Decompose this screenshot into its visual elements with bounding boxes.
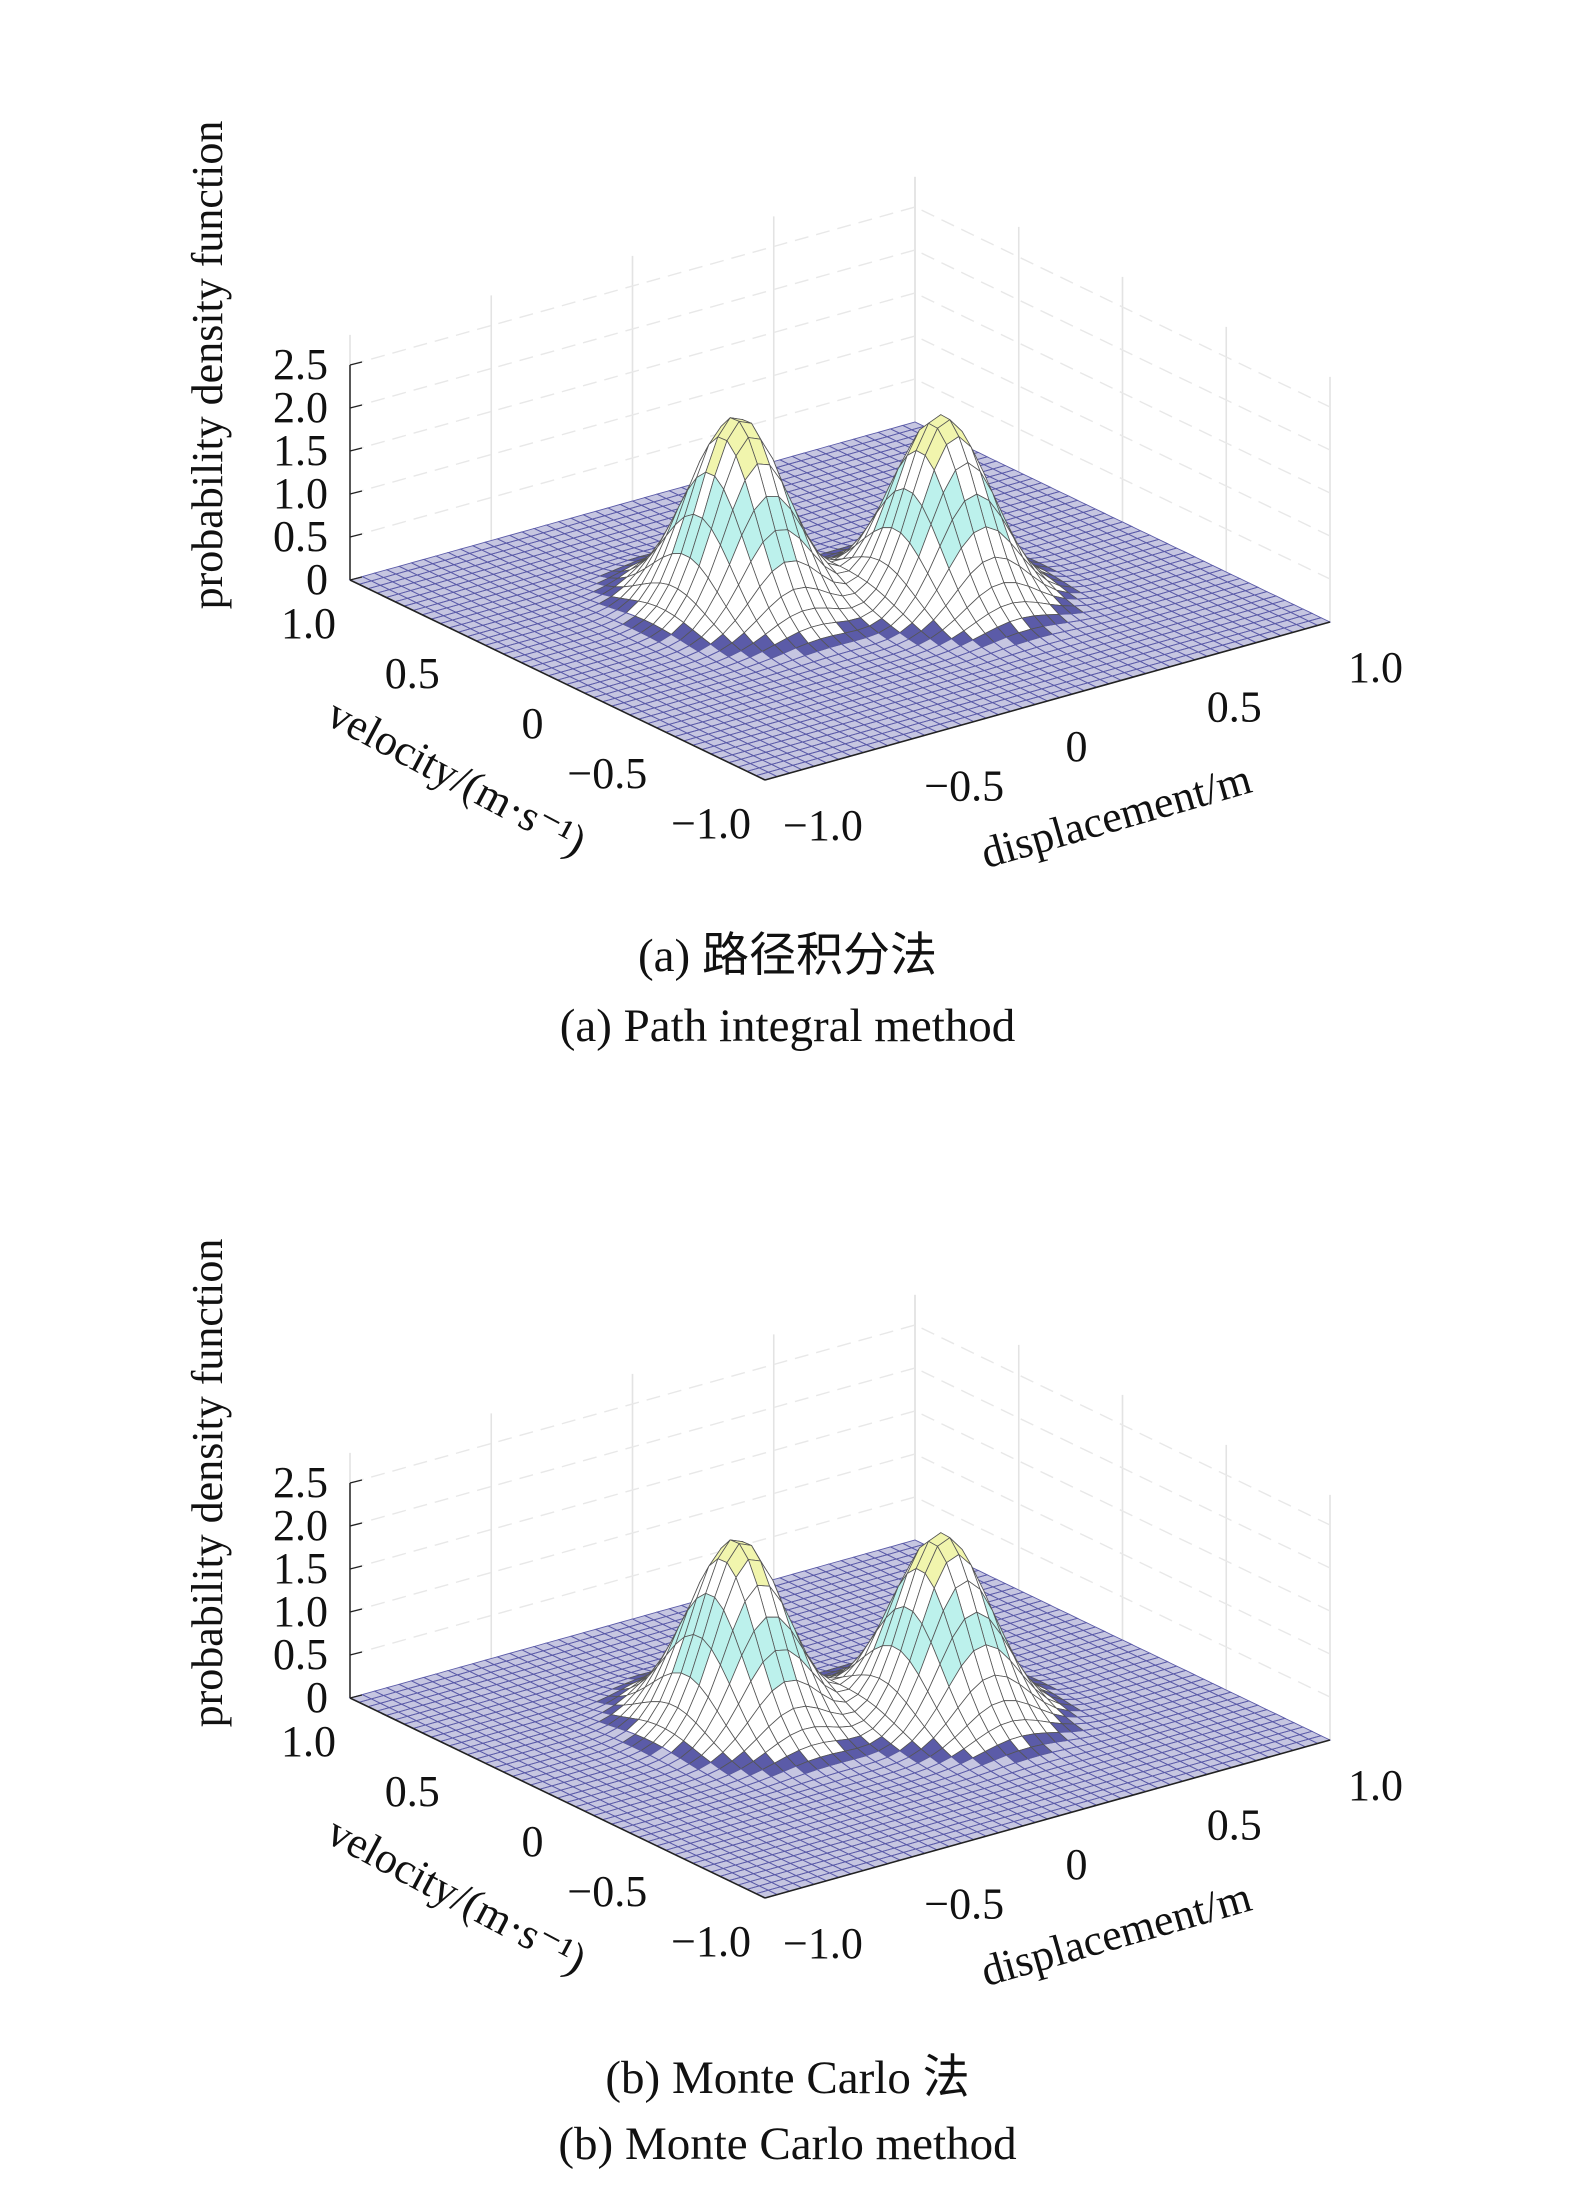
x-tick-label: 0 xyxy=(1066,722,1088,771)
z-tick-label: 2.5 xyxy=(273,340,328,389)
z-tick-label: 2.5 xyxy=(273,1458,328,1507)
z-tick-label: 1.0 xyxy=(273,1587,328,1636)
y-axis-b xyxy=(349,1697,766,1899)
caption-en-b: (b) Monte Carlo method xyxy=(558,2118,1017,2170)
x-tick-label: 1.0 xyxy=(1348,1761,1403,1810)
grid-hline-a xyxy=(349,335,1331,537)
z-tick-mark xyxy=(349,447,363,452)
y-axis-label: velocity/(m·s⁻¹) xyxy=(319,689,594,866)
z-tick-mark xyxy=(349,1651,363,1656)
z-tick-label: 1.5 xyxy=(273,426,328,475)
z-tick-mark xyxy=(349,576,363,581)
x-axis-label: displacement/m xyxy=(975,754,1256,878)
surface-mesh-a xyxy=(348,414,1332,781)
z-tick-label: 0 xyxy=(306,555,328,604)
z-tick-mark xyxy=(349,404,363,409)
y-tick-label: 0 xyxy=(522,1817,544,1866)
x-tick-label: 1.0 xyxy=(1348,643,1403,692)
x-axis-b xyxy=(764,1739,1331,1899)
z-tick-mark xyxy=(349,1522,363,1527)
surface-mesh-b xyxy=(348,1532,1332,1899)
x-tick-label: −1.0 xyxy=(783,1919,863,1968)
grid-hline-b xyxy=(349,1410,1331,1612)
z-tick-mark xyxy=(349,533,363,538)
x-axis-label: displacement/m xyxy=(975,1872,1256,1996)
x-tick-label: −0.5 xyxy=(924,762,1004,811)
chart-panel-b: 0 0.5 1.0 1.5 2.0 2.5 −1.0 −0.5 0 0.5 1.0 −1.0 −0.5 0… xyxy=(0,1118,1575,2208)
z-tick-label: 1.5 xyxy=(273,1544,328,1593)
z-tick-mark xyxy=(349,1565,363,1570)
x-tick-label: −0.5 xyxy=(924,1880,1004,1929)
y-tick-label: −0.5 xyxy=(567,749,647,798)
y-tick-label: 0.5 xyxy=(385,649,440,698)
grid-hline-b xyxy=(349,1453,1331,1655)
z-tick-mark xyxy=(349,1479,363,1484)
z-tick-mark xyxy=(349,361,363,366)
x-tick-label: 0 xyxy=(1066,1840,1088,1889)
z-tick-label: 2.0 xyxy=(273,383,328,432)
x-axis-a xyxy=(764,621,1331,781)
caption-en-a: (a) Path integral method xyxy=(559,1000,1016,1052)
surface-plot-a: 00.51.01.52.02.5−1.0−0.500.51.0−1.0−0.50… xyxy=(183,121,1403,878)
grid-hline-b xyxy=(349,1496,1331,1698)
z-tick-label: 0.5 xyxy=(273,1630,328,1679)
caption-cn-b: (b) Monte Carlo 法 xyxy=(605,2052,970,2104)
y-axis-a xyxy=(349,579,766,781)
z-tick-mark xyxy=(349,1608,363,1613)
x-tick-label: 0.5 xyxy=(1207,1801,1262,1850)
y-tick-label: −0.5 xyxy=(567,1867,647,1916)
z-tick-label: 2.0 xyxy=(273,1501,328,1550)
z-tick-mark xyxy=(349,1694,363,1699)
plot-group-b: 00.51.01.52.02.5−1.0−0.500.51.0−1.0−0.50… xyxy=(183,1239,1403,1996)
grid-hline-b xyxy=(349,1324,1331,1526)
surface-plot-b: 00.51.01.52.02.5−1.0−0.500.51.0−1.0−0.50… xyxy=(183,1239,1403,1996)
y-axis-label: velocity/(m·s⁻¹) xyxy=(319,1807,594,1984)
y-tick-label: −1.0 xyxy=(671,1917,751,1966)
z-axis-label: probability density function xyxy=(183,121,232,610)
y-tick-label: 0 xyxy=(522,699,544,748)
plot-group-a: 00.51.01.52.02.5−1.0−0.500.51.0−1.0−0.50… xyxy=(183,121,1403,878)
y-tick-label: 0.5 xyxy=(385,1767,440,1816)
y-tick-label: −1.0 xyxy=(671,799,751,848)
grid-hline-a xyxy=(349,206,1331,408)
z-tick-label: 0.5 xyxy=(273,512,328,561)
grid-hline-a xyxy=(349,378,1331,580)
caption-cn-a: (a) 路径积分法 xyxy=(638,930,937,982)
y-tick-label: 1.0 xyxy=(281,1717,336,1766)
z-tick-label: 0 xyxy=(306,1673,328,1722)
x-tick-label: −1.0 xyxy=(783,801,863,850)
grid-hline-b xyxy=(349,1367,1331,1569)
z-tick-mark xyxy=(349,490,363,495)
z-axis-label: probability density function xyxy=(183,1239,232,1728)
grid-hline-a xyxy=(349,249,1331,451)
chart-panel-a: 0 0.5 1.0 1.5 2.0 2.5 −1.0 −0.5 0 0.5 1.0 −1.0 −0.5 0… xyxy=(0,0,1575,1090)
z-tick-label: 1.0 xyxy=(273,469,328,518)
y-tick-label: 1.0 xyxy=(281,599,336,648)
grid-hline-a xyxy=(349,292,1331,494)
back-walls-a xyxy=(349,176,1331,622)
x-tick-label: 0.5 xyxy=(1207,683,1262,732)
